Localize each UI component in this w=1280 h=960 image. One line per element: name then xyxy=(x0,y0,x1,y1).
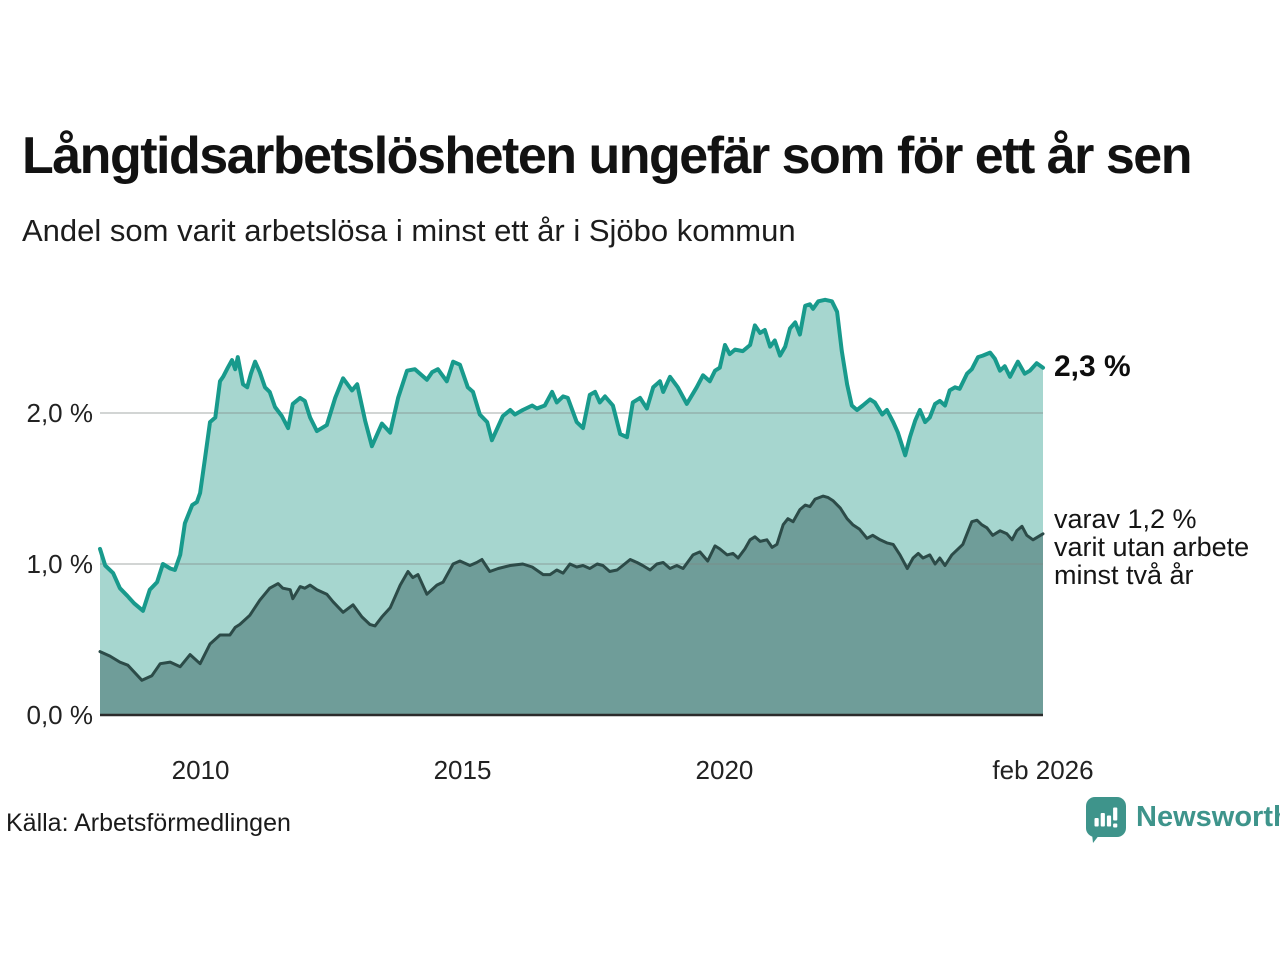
newsworthy-wordmark: Newsworthy xyxy=(1136,801,1280,833)
latest-total-value-label: 2,3 % xyxy=(1054,350,1131,383)
y-tick-label: 0,0 % xyxy=(27,700,94,730)
newsworthy-logo[interactable]: Newsworthy xyxy=(1086,797,1280,847)
area-two-plus-years xyxy=(100,496,1043,715)
subseries-annotation-line-1: varav 1,2 % xyxy=(1054,504,1197,534)
subseries-annotation-line-2: varit utan arbete xyxy=(1054,532,1250,562)
bar-chart-speech-bubble-icon xyxy=(1086,797,1126,850)
subseries-annotation-line-3: minst två år xyxy=(1054,560,1194,590)
page-subtitle: Andel som varit arbetslösa i minst ett å… xyxy=(22,213,796,248)
y-tick-label: 2,0 % xyxy=(27,398,94,428)
x-tick-label: feb 2026 xyxy=(992,755,1093,785)
page-title: Långtidsarbetslösheten ungefär som för e… xyxy=(22,127,1192,185)
source-label: Källa: Arbetsförmedlingen xyxy=(6,809,291,837)
line-total xyxy=(98,297,1045,613)
x-tick-label: 2010 xyxy=(172,755,230,785)
y-tick-label: 1,0 % xyxy=(27,549,94,579)
subseries-annotation: varav 1,2 % varit utan arbete minst två … xyxy=(1054,505,1249,589)
x-tick-label: 2020 xyxy=(696,755,754,785)
x-tick-label: 2015 xyxy=(434,755,492,785)
line-two-plus-years xyxy=(98,494,1045,682)
